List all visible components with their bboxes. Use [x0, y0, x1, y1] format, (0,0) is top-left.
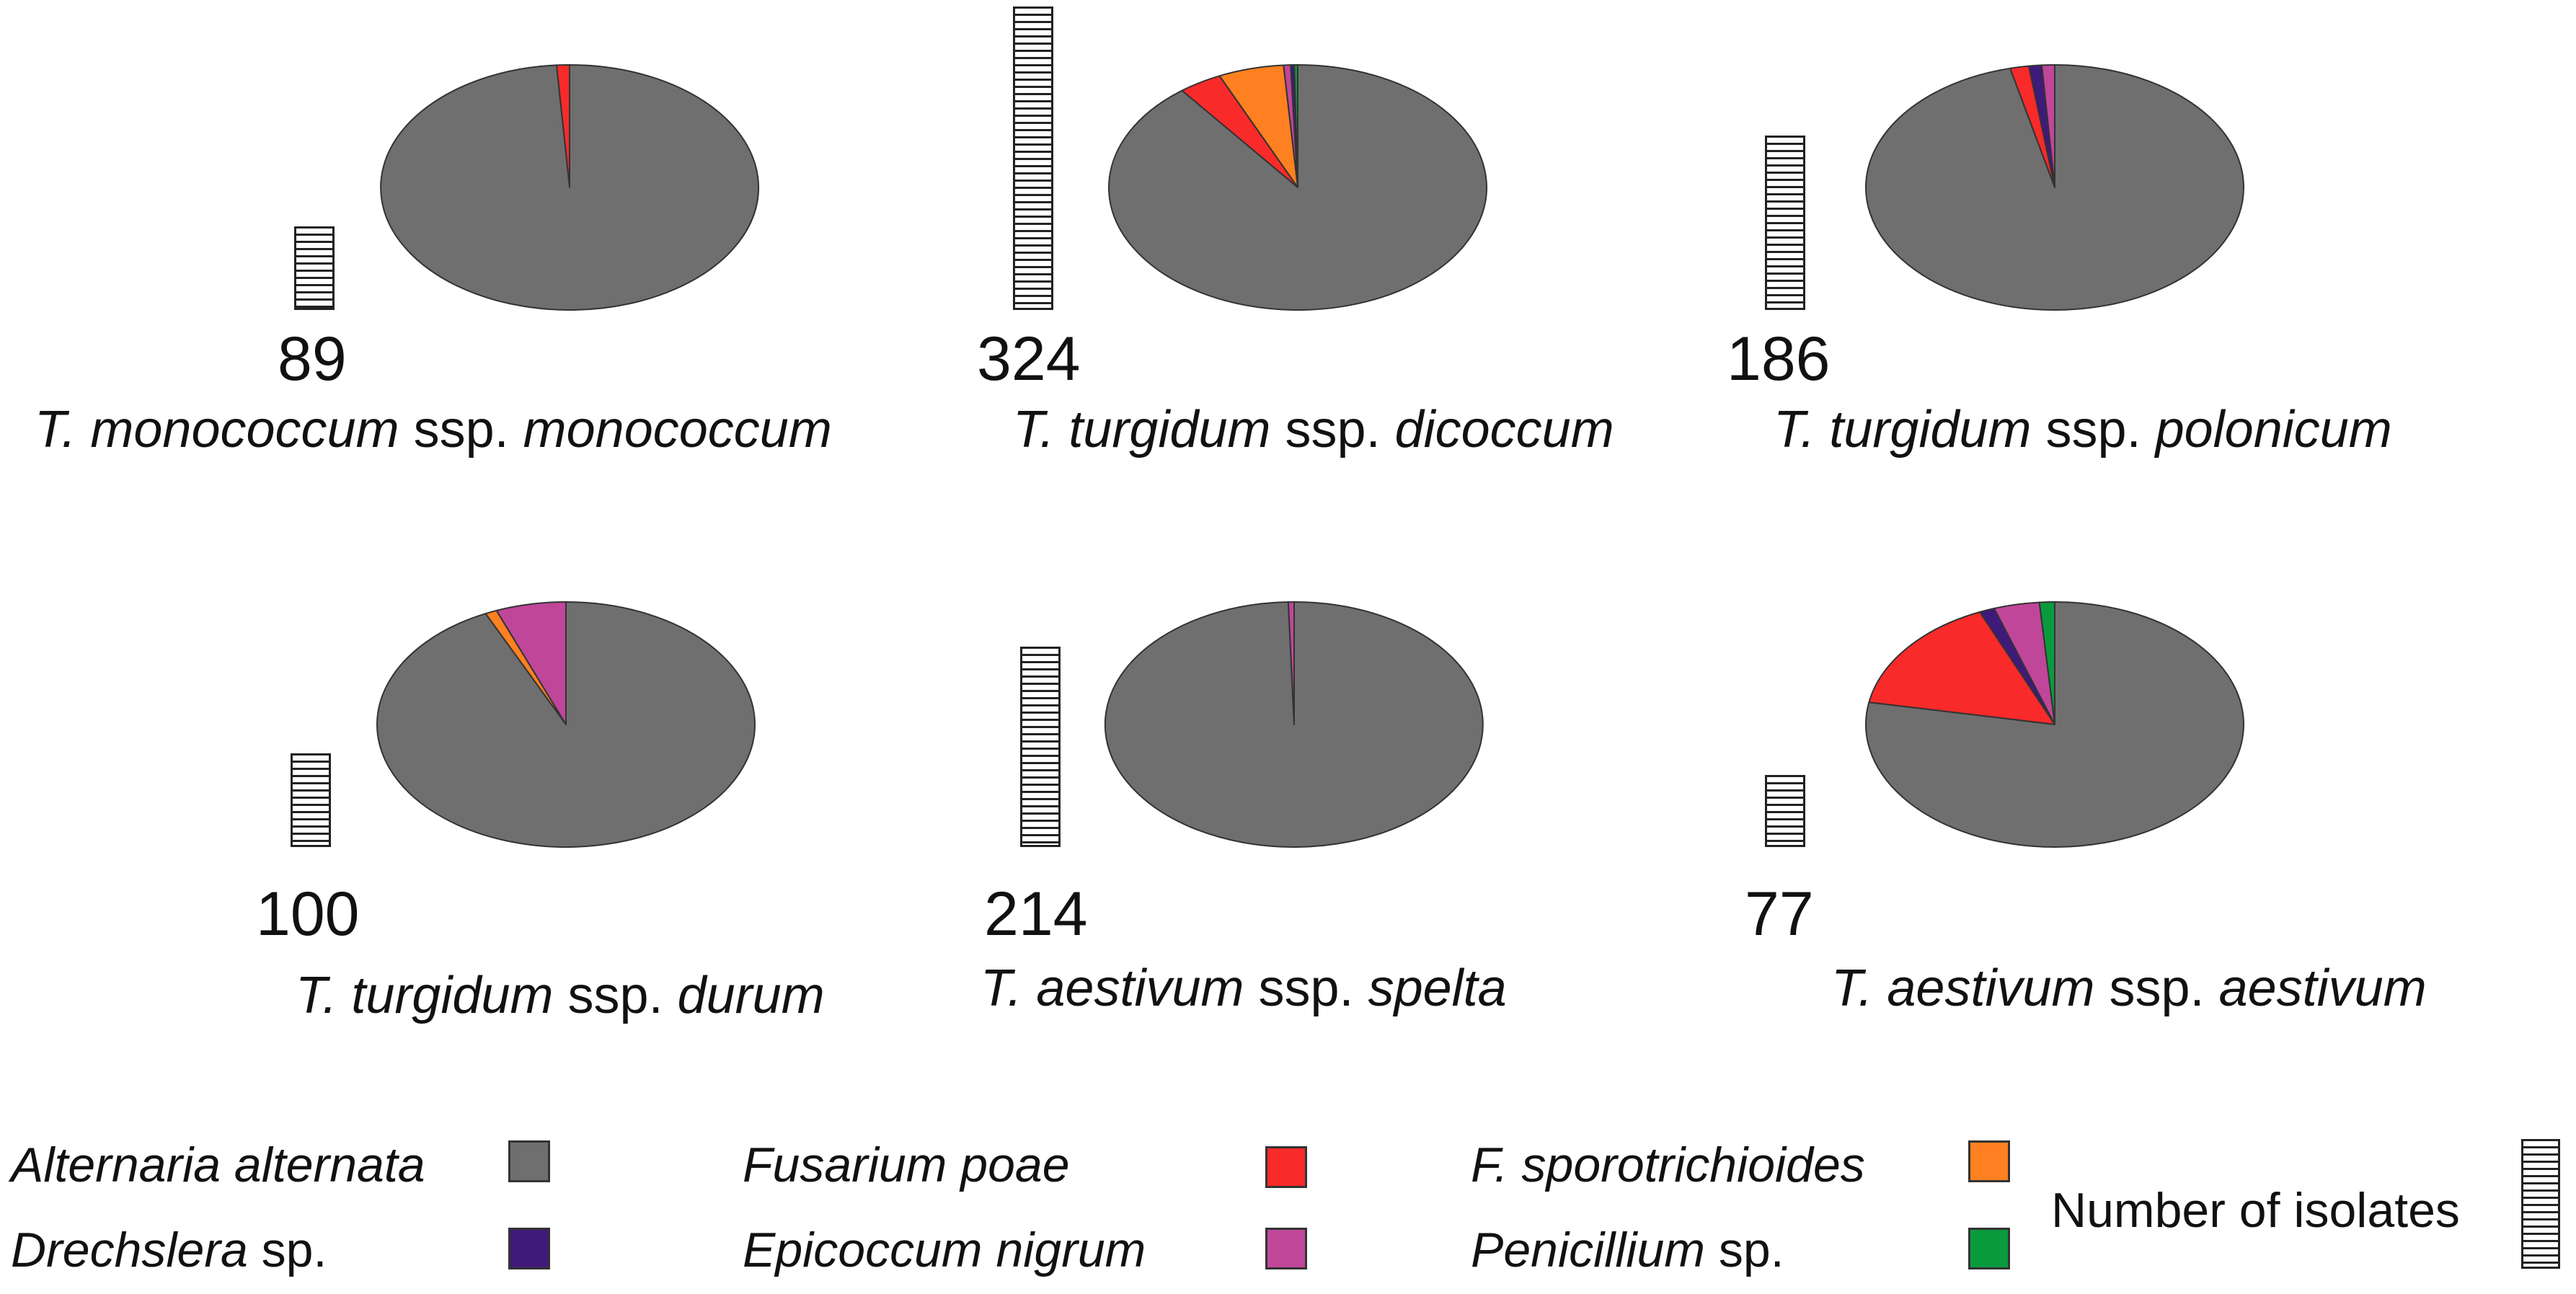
panel-t-turgidum-polonicum: 186 T. turgidum ssp. polonicum — [1716, 0, 2574, 649]
panel-t-turgidum-durum: 100 T. turgidum ssp. durum — [0, 537, 858, 1186]
legend-swatch-fusarium-poae — [1265, 1146, 1307, 1188]
pie-chart — [1104, 601, 1484, 848]
isolate-count-label: 77 — [1745, 879, 1814, 949]
legend-label-fusarium-poae: Fusarium poae — [743, 1138, 1070, 1192]
species-label: T. monococcum ssp. monococcum — [35, 404, 832, 456]
legend-swatch-epicoccum-nigrum — [1265, 1228, 1307, 1269]
pie-slice-fusarium-poae — [1868, 611, 2055, 725]
pie-chart — [376, 601, 756, 848]
species-label: T. turgidum ssp. dicoccum — [1013, 404, 1614, 456]
isolate-count-label: 324 — [977, 324, 1081, 394]
panel-t-monococcum-monococcum: 89 T. monococcum ssp. monococcum — [0, 0, 858, 649]
legend-swatch-alternaria-alternata — [508, 1140, 550, 1182]
legend-swatch-penicillium — [1968, 1228, 2010, 1269]
species-label: T. turgidum ssp. durum — [296, 970, 825, 1022]
isolate-count-bar — [1013, 6, 1053, 310]
species-subspecies: spelta — [1368, 960, 1507, 1017]
isolate-count-bar — [291, 753, 331, 847]
species-subspecies: aestivum — [2218, 960, 2427, 1017]
species-ssp: ssp. — [413, 401, 509, 458]
legend-label-penicillium: Penicillium sp. — [1471, 1223, 1784, 1277]
pie-chart — [1864, 64, 2244, 311]
species-subspecies: dicoccum — [1394, 401, 1614, 458]
legend: Alternaria alternata Drechslera sp. Fusa… — [0, 1110, 2576, 1290]
species-label: T. aestivum ssp. aestivum — [1831, 962, 2427, 1014]
species-genus: T. turgidum — [296, 967, 554, 1024]
pie-slice-alternaria-alternata — [1104, 601, 1484, 848]
species-ssp: ssp. — [2109, 960, 2205, 1017]
species-genus: T. turgidum — [1774, 401, 2032, 458]
isolate-count-bar — [1765, 136, 1805, 310]
isolate-count-label: 186 — [1727, 324, 1831, 394]
isolate-count-label: 89 — [278, 324, 347, 394]
legend-swatch-f-sporotrichioides — [1968, 1140, 2010, 1182]
pie-slice-alternaria-alternata — [376, 601, 756, 848]
isolate-count-label: 214 — [984, 879, 1088, 949]
isolate-count-label: 100 — [256, 879, 360, 949]
legend-swatch-drechslera — [508, 1228, 550, 1269]
species-ssp: ssp. — [567, 967, 663, 1024]
pie-chart — [1865, 601, 2244, 848]
isolate-count-bar — [1765, 775, 1805, 847]
panel-t-aestivum-spelta: 214 T. aestivum ssp. spelta — [858, 537, 1716, 1186]
species-label: T. aestivum ssp. spelta — [981, 962, 1507, 1014]
species-ssp: ssp. — [1258, 960, 1354, 1017]
legend-label-epicoccum-nigrum: Epicoccum nigrum — [743, 1223, 1146, 1277]
species-ssp: ssp. — [1285, 401, 1381, 458]
species-ssp: ssp. — [2045, 401, 2141, 458]
species-genus: T. turgidum — [1013, 401, 1271, 458]
pie-chart — [1108, 63, 1487, 311]
species-genus: T. monococcum — [35, 401, 399, 458]
isolate-count-bar — [1020, 647, 1061, 847]
species-subspecies: polonicum — [2155, 401, 2392, 458]
species-genus: T. aestivum — [1831, 960, 2095, 1017]
panel-t-turgidum-dicoccum: 324 T. turgidum ssp. dicoccum — [858, 0, 1716, 649]
legend-label-drechslera: Drechslera sp. — [11, 1223, 327, 1277]
species-subspecies: monococcum — [523, 401, 832, 458]
pie-slice-alternaria-alternata — [1865, 601, 2244, 848]
pie-chart — [380, 64, 760, 311]
pie-slice-alternaria-alternata — [1864, 64, 2244, 311]
legend-number-of-isolates-label: Number of isolates — [2051, 1183, 2460, 1238]
legend-label-f-sporotrichioides: F. sporotrichioides — [1471, 1138, 1865, 1192]
isolate-count-bar — [294, 226, 335, 310]
species-label: T. turgidum ssp. polonicum — [1774, 404, 2392, 456]
legend-label-alternaria-alternata: Alternaria alternata — [11, 1138, 425, 1192]
legend-number-of-isolates-bar — [2521, 1139, 2560, 1269]
pie-slice-alternaria-alternata — [1108, 64, 1487, 311]
panel-t-aestivum-aestivum: 77 T. aestivum ssp. aestivum — [1716, 537, 2574, 1186]
species-genus: T. aestivum — [981, 960, 1244, 1017]
pie-slice-alternaria-alternata — [380, 64, 760, 311]
species-subspecies: durum — [677, 967, 825, 1024]
